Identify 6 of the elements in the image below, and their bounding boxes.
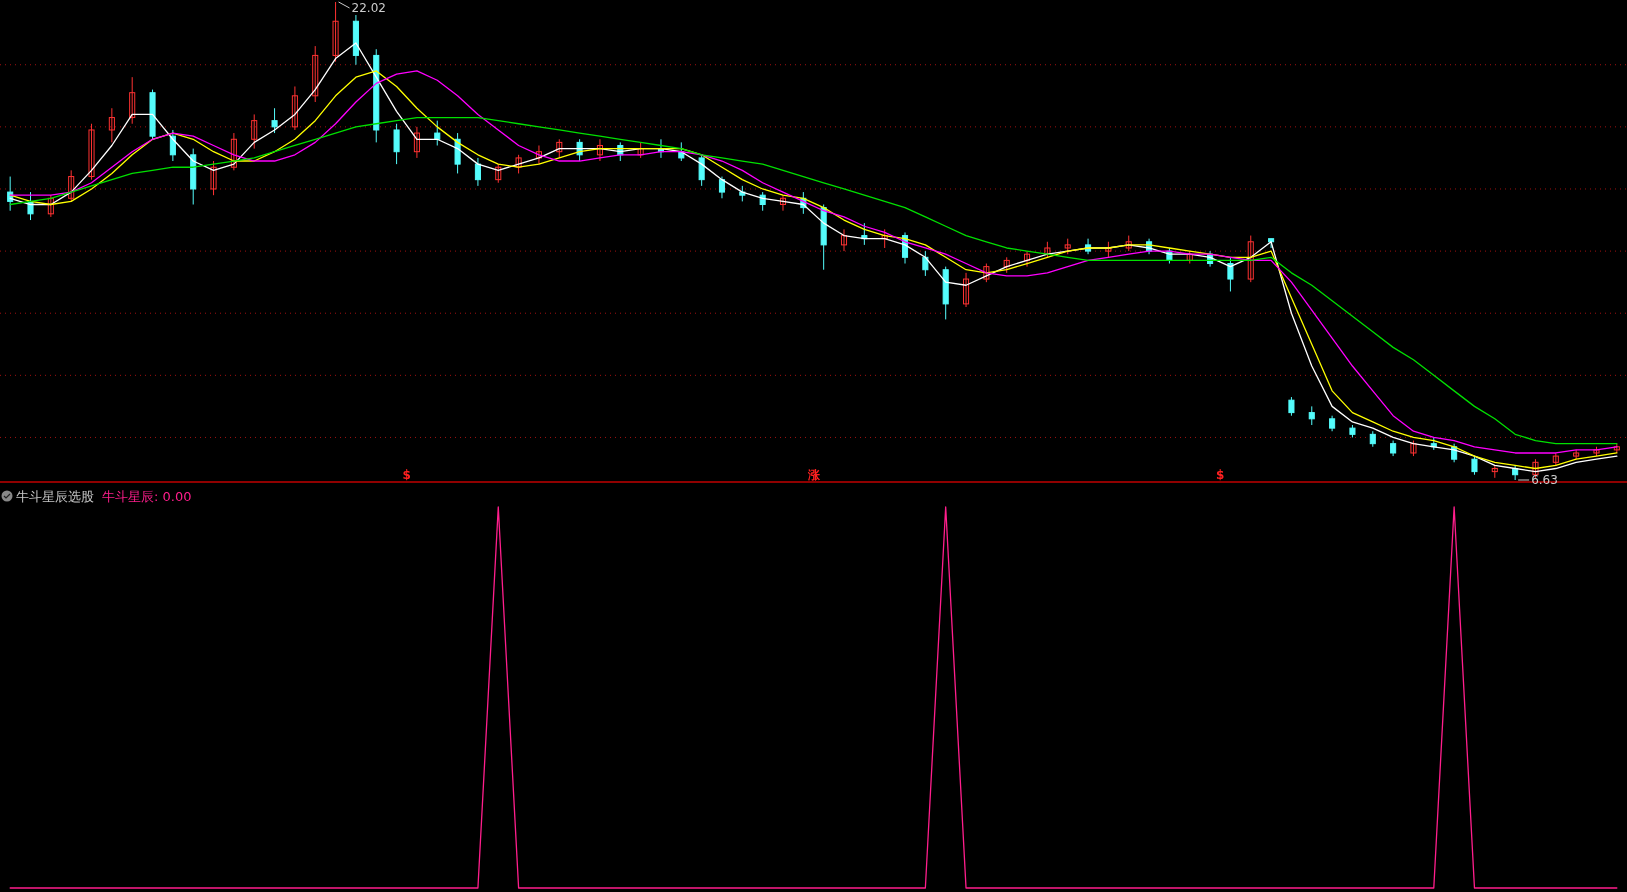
annotation: 22.02 xyxy=(351,1,386,15)
chart-title: 牛斗星辰选股 xyxy=(16,489,94,504)
annotation: $ xyxy=(1216,468,1225,482)
annotation: $ xyxy=(402,468,411,482)
text: 牛斗星辰: 0.00 xyxy=(102,489,192,504)
annotation: 涨 xyxy=(806,468,821,482)
